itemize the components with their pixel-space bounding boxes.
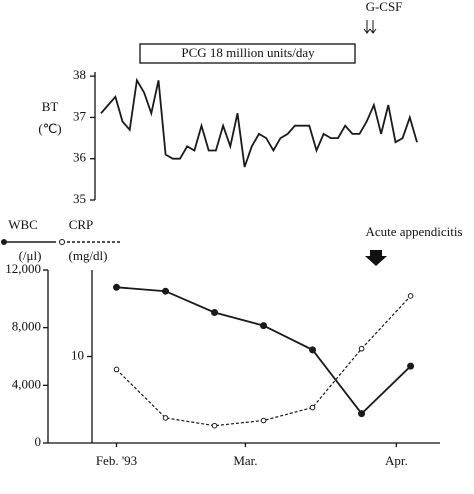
legend-dot: [1, 239, 7, 245]
point: [211, 309, 219, 317]
line: [100, 77, 418, 168]
annotation: PCG 18 million units/day: [181, 45, 315, 60]
marker-label: G-CSF: [366, 0, 403, 14]
annotation-box: [139, 43, 356, 64]
point: [407, 362, 415, 370]
line: [116, 295, 412, 427]
y-label: BT: [42, 99, 59, 114]
y-tick-label: 0: [35, 434, 42, 449]
legend-dot: [59, 239, 65, 245]
point: [260, 322, 268, 330]
point: [113, 283, 121, 291]
x-tick-label: Mar.: [233, 453, 257, 468]
line: [116, 286, 412, 415]
marker-arrows: [363, 20, 377, 34]
y-tick-label: 4,000: [12, 376, 41, 391]
y2-tick-label: 10: [71, 347, 84, 362]
annotation: Acute appendicitis: [365, 224, 462, 239]
point: [260, 417, 267, 424]
point: [162, 287, 170, 295]
point: [162, 415, 169, 421]
legend-unit: (mg/dl): [69, 248, 108, 263]
y-tick-label: 36: [73, 150, 87, 165]
x-tick-label: Apr.: [385, 453, 408, 468]
point: [113, 366, 120, 373]
annotation-arrow: [365, 250, 387, 266]
x-tick-label: Feb. '93: [96, 453, 137, 468]
legend-label: WBC: [8, 217, 38, 232]
y-tick-label: 37: [73, 108, 87, 123]
y-unit: (℃): [38, 121, 61, 136]
y-tick-label: 38: [73, 67, 86, 82]
point: [211, 422, 218, 429]
point: [358, 410, 366, 418]
legend-unit: (/μl): [19, 248, 42, 263]
y-tick-label: 12,000: [5, 261, 41, 276]
y-tick-label: 8,000: [12, 319, 41, 334]
y-tick-label: 35: [73, 191, 86, 206]
point: [407, 293, 414, 299]
point: [358, 345, 365, 352]
legend-label: CRP: [69, 217, 94, 232]
point: [309, 346, 317, 354]
point: [309, 404, 316, 411]
